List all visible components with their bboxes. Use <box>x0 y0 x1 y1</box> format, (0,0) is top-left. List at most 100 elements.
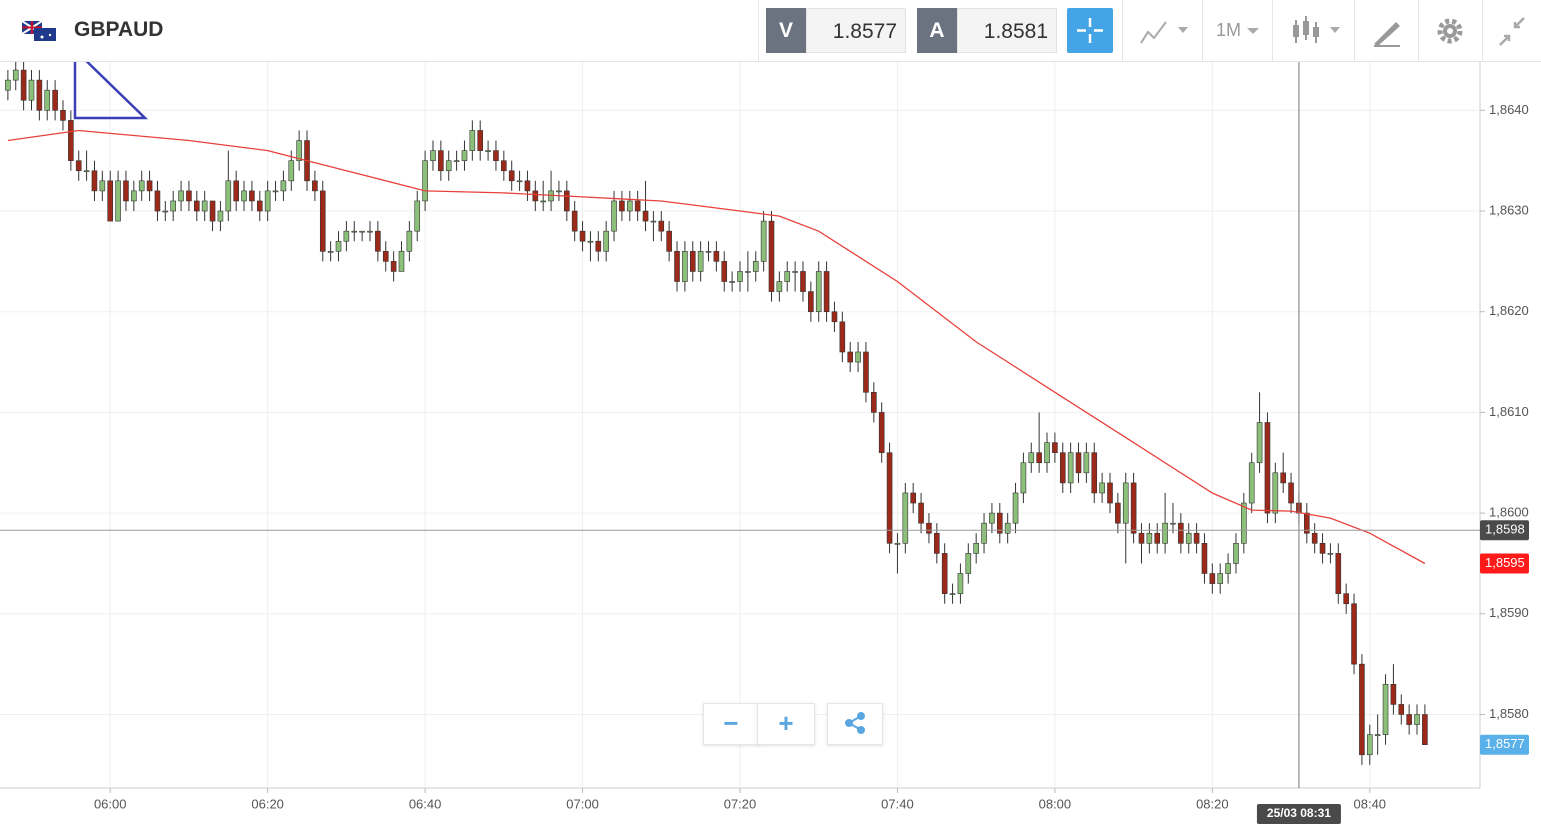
candle-button[interactable] <box>1290 8 1345 53</box>
candle-body <box>453 160 460 162</box>
candle-body <box>713 251 720 262</box>
candle-body <box>1052 442 1058 453</box>
candle-body <box>934 532 940 554</box>
candle-body <box>1359 663 1365 756</box>
candle-body <box>729 281 735 283</box>
caret <box>1247 28 1260 35</box>
candle-body <box>1272 472 1279 514</box>
zoom-in-button[interactable]: + <box>757 703 815 745</box>
x-tick-label: 08:20 <box>1196 796 1229 811</box>
candle-body <box>626 200 633 212</box>
candle-body <box>485 150 491 152</box>
candle-body <box>516 180 523 183</box>
collapse-button[interactable] <box>1496 8 1531 53</box>
candle-body <box>784 271 791 282</box>
candle-body <box>603 230 609 252</box>
candle-body <box>115 180 121 222</box>
y-tick-label: 1,8630 <box>1489 202 1529 217</box>
settings-button[interactable] <box>1434 8 1469 53</box>
candle-body <box>375 230 381 252</box>
x-tick-label: 07:40 <box>881 796 914 811</box>
crosshair-x-tag <box>1256 804 1341 824</box>
candle-body <box>288 160 295 182</box>
bid-price[interactable]: 1.8577 <box>806 8 906 53</box>
crosshair-x-label: 25/03 08:31 <box>1267 806 1331 820</box>
candle-body <box>367 230 373 233</box>
candle-body <box>1304 512 1310 534</box>
candle-body <box>1241 502 1247 544</box>
chart-type-button[interactable] <box>1138 8 1193 53</box>
candle-body <box>1099 482 1105 494</box>
candle-body <box>839 321 846 353</box>
candle-body <box>863 351 869 393</box>
y-tick-label: 1,8580 <box>1489 706 1529 721</box>
candle-body <box>154 190 161 212</box>
candle-body <box>1193 532 1200 544</box>
candle-body <box>1059 452 1066 484</box>
candle-body <box>855 351 861 363</box>
candle-body <box>1075 452 1082 474</box>
symbol: GBPAUD <box>74 18 164 41</box>
candle-body <box>1012 492 1019 524</box>
candle-body <box>36 79 43 111</box>
candle-body <box>1233 543 1239 564</box>
candle-body <box>815 271 822 313</box>
candle-body <box>99 180 106 192</box>
candle-body <box>75 160 82 172</box>
candle-body <box>1382 683 1389 735</box>
candle-body <box>587 240 594 243</box>
candle-body <box>217 210 224 222</box>
candle-body <box>989 512 995 524</box>
timeframe-button[interactable]: 1M <box>1216 8 1266 53</box>
candle-body <box>973 543 979 554</box>
candle-body <box>949 593 956 595</box>
moving-average <box>7 129 1426 565</box>
candle-body <box>209 200 216 222</box>
price-tag <box>1480 734 1529 755</box>
candle-body <box>359 230 365 233</box>
candle-body <box>571 210 578 232</box>
candle-body <box>760 220 767 262</box>
candle-body <box>823 271 830 313</box>
candle-body <box>1138 532 1145 544</box>
ask-price[interactable]: 1.8581 <box>957 8 1057 53</box>
candle-body <box>894 543 901 545</box>
candle-body <box>28 79 35 101</box>
candle-body <box>981 522 987 544</box>
candle-body <box>390 261 397 272</box>
candle-body <box>398 251 405 272</box>
candle-body <box>737 271 743 282</box>
candle-body <box>1406 714 1412 725</box>
crosshair-button[interactable] <box>1067 8 1113 53</box>
candle-body <box>611 200 617 232</box>
candle-body <box>335 240 342 252</box>
candle-body <box>910 492 916 504</box>
candle-body <box>831 311 838 323</box>
candle-body <box>422 160 428 202</box>
share-button[interactable] <box>827 703 883 745</box>
candle-body <box>406 230 413 252</box>
candle-body <box>296 140 302 161</box>
candle-body <box>564 190 570 212</box>
y-tick-label: 1,8600 <box>1489 505 1529 520</box>
candle-body <box>705 251 712 253</box>
candle-body <box>241 190 247 202</box>
draw-button[interactable] <box>1370 8 1405 53</box>
candle-body <box>170 200 176 212</box>
candle-body <box>264 190 271 212</box>
x-tick-label: 08:00 <box>1039 796 1072 811</box>
candle-body <box>501 160 507 172</box>
candle-body <box>445 160 452 172</box>
candle-body <box>1130 482 1137 534</box>
candle-body <box>91 170 98 192</box>
x-tick-label: 06:00 <box>94 796 127 811</box>
candle-body <box>5 79 11 91</box>
candle-body <box>1264 422 1271 514</box>
collapse-icon <box>1499 17 1525 46</box>
candle-body <box>414 200 421 232</box>
candle-body <box>123 180 129 202</box>
candle-body <box>776 281 783 292</box>
zoom-out-button[interactable]: − <box>703 703 759 745</box>
candle-body <box>1217 573 1224 584</box>
